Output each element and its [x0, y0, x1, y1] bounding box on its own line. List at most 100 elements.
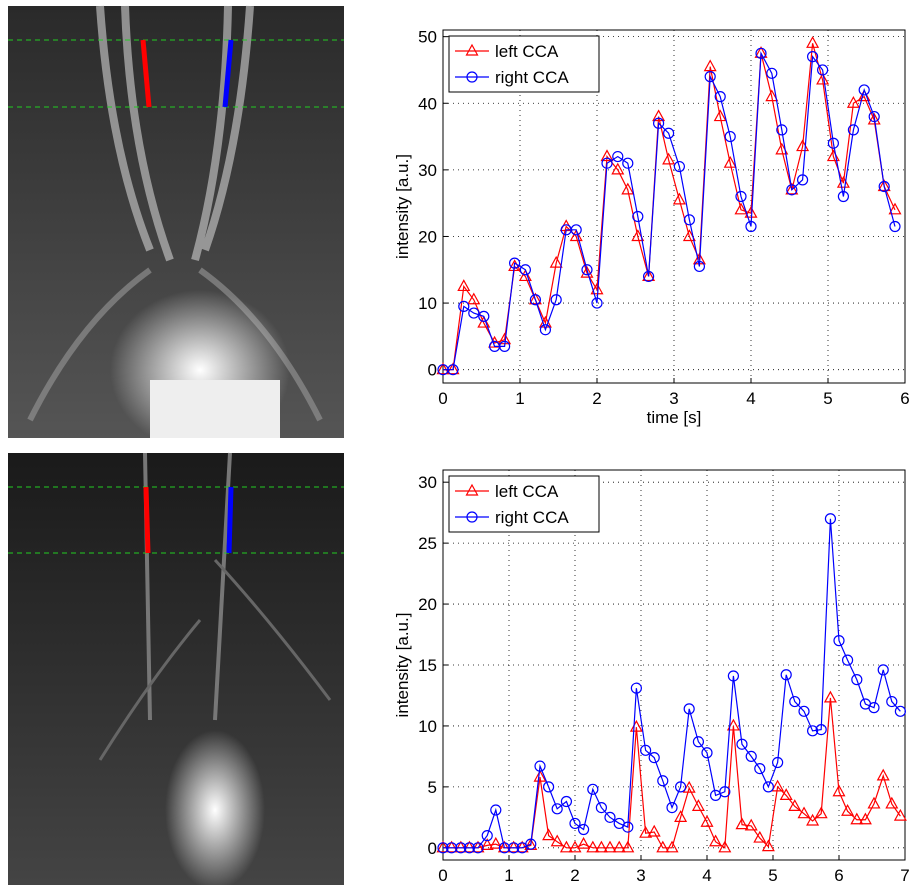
circle-marker: [894, 705, 906, 717]
triangle-marker: [497, 840, 511, 853]
circle-marker: [581, 264, 593, 276]
circle-marker: [766, 67, 778, 79]
triangle-marker: [788, 799, 802, 811]
triangle-marker: [850, 812, 864, 825]
triangle-marker: [559, 840, 573, 853]
triangle-marker: [761, 839, 775, 852]
circle-marker: [735, 190, 747, 203]
circle-marker: [754, 762, 766, 775]
circle-marker: [642, 270, 655, 283]
circle-marker: [498, 842, 510, 854]
circle-marker: [630, 682, 642, 694]
circle-marker: [806, 725, 819, 737]
triangle-marker: [462, 840, 476, 853]
triangle-marker: [816, 72, 830, 85]
triangle-marker: [672, 192, 686, 205]
circle-marker: [640, 744, 652, 756]
triangle-marker: [454, 840, 468, 853]
legend-label: left CCA: [495, 482, 559, 501]
circle-marker: [736, 738, 748, 750]
triangle-marker: [465, 43, 479, 56]
circle-marker: [525, 838, 537, 850]
circle-marker: [762, 781, 774, 793]
triangle-marker: [823, 690, 837, 703]
triangle-marker: [600, 149, 614, 162]
circle-marker: [868, 110, 880, 123]
circle-marker: [727, 670, 740, 682]
circle-marker: [847, 124, 860, 136]
y-tick-label: 5: [428, 778, 437, 797]
circle-marker: [591, 297, 603, 309]
circle-marker: [786, 184, 798, 196]
circle-marker: [481, 830, 493, 842]
triangle-marker: [621, 182, 635, 195]
circle-marker: [570, 224, 582, 236]
circle-marker: [508, 842, 520, 854]
circle-marker: [663, 127, 675, 139]
circle-marker: [587, 783, 599, 795]
triangle-marker: [594, 840, 608, 853]
triangle-marker: [477, 315, 491, 328]
circle-marker: [519, 264, 531, 276]
circle-marker: [437, 842, 449, 854]
y-axis-label: intensity [a.u.]: [393, 154, 412, 259]
circle-marker: [806, 51, 819, 63]
triangle-marker: [893, 808, 907, 821]
circle-marker: [798, 705, 810, 717]
circle-marker: [622, 821, 634, 833]
circle-marker: [657, 775, 669, 787]
triangle-marker: [507, 840, 521, 853]
triangle-marker: [734, 202, 748, 215]
triangle-marker: [806, 36, 820, 48]
x-tick-label: 1: [515, 389, 524, 408]
x-tick-label: 3: [636, 866, 645, 885]
circle-marker: [841, 654, 854, 666]
triangle-marker: [723, 155, 737, 168]
circle-marker: [458, 300, 470, 313]
triangle-marker: [603, 840, 617, 853]
circle-marker: [463, 842, 475, 854]
circle-marker: [542, 781, 555, 793]
circle-marker: [529, 294, 542, 306]
triangle-marker: [445, 840, 459, 853]
x-tick-label: 4: [746, 389, 755, 408]
triangle-marker: [652, 109, 666, 122]
circle-marker: [745, 750, 757, 763]
triangle-marker: [703, 59, 717, 72]
triangle-marker: [489, 836, 503, 849]
y-tick-label: 10: [418, 294, 437, 313]
circle-marker: [595, 801, 608, 814]
x-tick-label: 2: [592, 389, 601, 408]
triangle-marker: [656, 840, 670, 853]
triangle-marker: [612, 840, 626, 853]
triangle-marker: [549, 255, 563, 268]
circle-marker: [796, 174, 809, 186]
circle-marker: [622, 157, 634, 169]
triangle-marker: [713, 109, 727, 122]
circle-marker: [878, 180, 890, 193]
circle-marker: [815, 723, 827, 736]
triangle-marker: [436, 362, 450, 375]
y-tick-label: 50: [418, 28, 437, 47]
x-axis-label: time [s]: [647, 408, 702, 427]
circle-marker: [780, 669, 792, 681]
circle-marker: [719, 786, 731, 798]
x-tick-label: 7: [900, 866, 909, 885]
circle-marker: [745, 220, 757, 233]
triangle-marker: [436, 840, 450, 853]
y-axis-label: intensity [a.u.]: [393, 613, 412, 718]
triangle-marker: [867, 796, 881, 809]
triangle-marker: [797, 806, 811, 819]
circle-marker: [509, 257, 521, 269]
triangle-marker: [682, 780, 696, 793]
circle-marker: [455, 842, 467, 854]
triangle-marker: [665, 840, 679, 853]
circle-marker: [824, 513, 837, 525]
series-line: [443, 518, 901, 849]
circle-marker: [755, 47, 767, 59]
circle-marker: [692, 736, 705, 748]
circle-marker: [604, 811, 616, 823]
y-tick-label: 25: [418, 534, 437, 553]
legend-label: right CCA: [495, 508, 569, 527]
y-tick-label: 40: [418, 94, 437, 113]
